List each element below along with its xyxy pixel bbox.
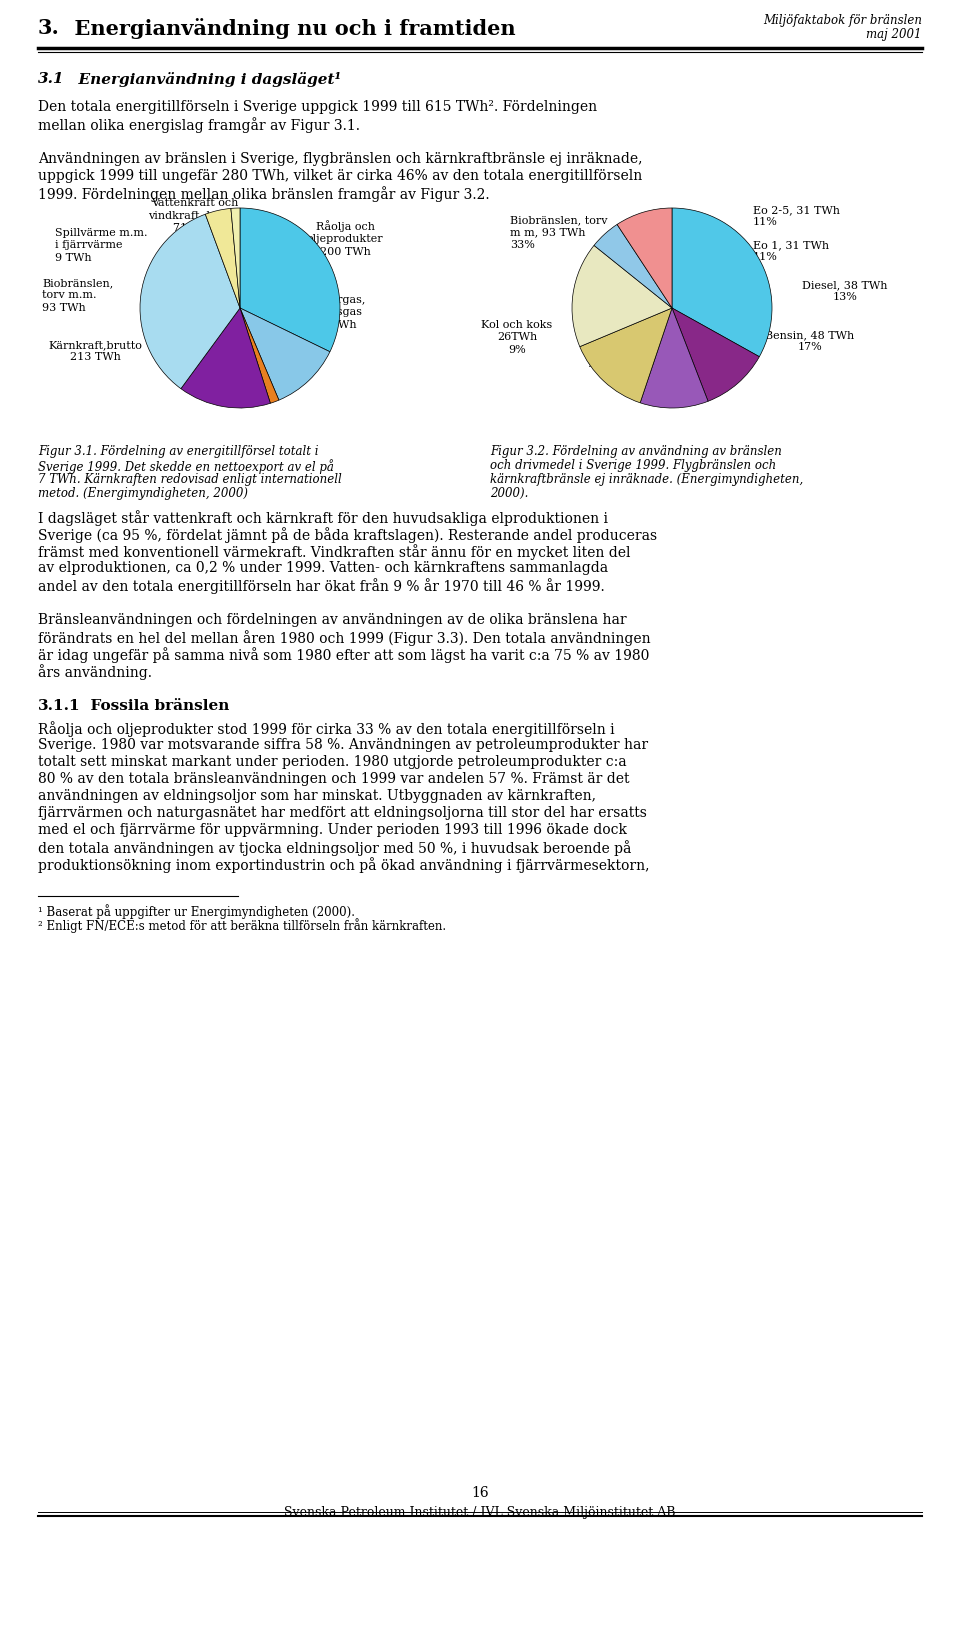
- Text: metod. (Energimyndigheten, 2000): metod. (Energimyndigheten, 2000): [38, 488, 248, 501]
- Text: Den totala energitillförseln i Sverige uppgick 1999 till 615 TWh². Fördelningen: Den totala energitillförseln i Sverige u…: [38, 101, 597, 114]
- Text: med el och fjärrvärme för uppvärmning. Under perioden 1993 till 1996 ökade dock: med el och fjärrvärme för uppvärmning. U…: [38, 823, 627, 837]
- Wedge shape: [180, 307, 271, 408]
- Text: kärnkraftbränsle ej inräknade. (Energimyndigheten,: kärnkraftbränsle ej inräknade. (Energimy…: [490, 473, 804, 486]
- Text: 3.1: 3.1: [38, 72, 64, 86]
- Text: uppgick 1999 till ungefär 280 TWh, vilket är cirka 46% av den totala energitillf: uppgick 1999 till ungefär 280 TWh, vilke…: [38, 169, 642, 184]
- Text: 2000).: 2000).: [490, 488, 528, 501]
- Text: års användning.: års användning.: [38, 663, 152, 680]
- Text: 1999. Fördelningen mellan olika bränslen framgår av Figur 3.2.: 1999. Fördelningen mellan olika bränslen…: [38, 185, 490, 202]
- Text: totalt sett minskat markant under perioden. 1980 utgjorde petroleumprodukter c:a: totalt sett minskat markant under period…: [38, 754, 627, 769]
- Wedge shape: [580, 307, 672, 403]
- Text: av elproduktionen, ca 0,2 % under 1999. Vatten- och kärnkraftens sammanlagda: av elproduktionen, ca 0,2 % under 1999. …: [38, 561, 608, 576]
- Text: Sverige. 1980 var motsvarande siffra 58 %. Användningen av petroleumprodukter ha: Sverige. 1980 var motsvarande siffra 58 …: [38, 738, 648, 751]
- Text: produktionsökning inom exportindustrin och på ökad användning i fjärrvärmesektor: produktionsökning inom exportindustrin o…: [38, 857, 650, 873]
- Text: Eo 2-5, 31 TWh
11%: Eo 2-5, 31 TWh 11%: [753, 205, 840, 228]
- Text: Naturgas,
stadsgas
9 TWh: Naturgas, stadsgas 9 TWh: [310, 294, 366, 330]
- Text: mellan olika energislag framgår av Figur 3.1.: mellan olika energislag framgår av Figur…: [38, 117, 360, 133]
- Text: fjärrvärmen och naturgasnätet har medfört att eldningsoljorna till stor del har : fjärrvärmen och naturgasnätet har medför…: [38, 806, 647, 820]
- Text: Biobränslen, torv
m m, 93 TWh
33%: Biobränslen, torv m m, 93 TWh 33%: [510, 215, 608, 250]
- Text: Råolja och
oljeprodukter
200 TWh: Råolja och oljeprodukter 200 TWh: [306, 220, 383, 257]
- Text: Kol och koks
26 TWh: Kol och koks 26 TWh: [236, 330, 307, 353]
- Text: förändrats en hel del mellan åren 1980 och 1999 (Figur 3.3). Den totala användni: förändrats en hel del mellan åren 1980 o…: [38, 629, 651, 646]
- Wedge shape: [140, 215, 240, 389]
- Text: Biobränslen,
torv m.m.
93 TWh: Biobränslen, torv m.m. 93 TWh: [42, 278, 113, 312]
- Text: Vattenkraft och
vindkraft, brutto
71 TWh: Vattenkraft och vindkraft, brutto 71 TWh: [148, 198, 242, 233]
- Wedge shape: [640, 307, 708, 408]
- Text: Kärnkraft,brutto
213 TWh: Kärnkraft,brutto 213 TWh: [48, 340, 142, 363]
- Text: och drivmedel i Sverige 1999. Flygbränslen och: och drivmedel i Sverige 1999. Flygbränsl…: [490, 459, 777, 472]
- Text: Energianvändning nu och i framtiden: Energianvändning nu och i framtiden: [60, 18, 516, 39]
- Text: 3.: 3.: [38, 18, 60, 37]
- Text: Naturgas och
gasol, 14 TWh
5%: Naturgas och gasol, 14 TWh 5%: [588, 345, 668, 380]
- Text: användningen av eldningsoljor som har minskat. Utbyggnaden av kärnkraften,: användningen av eldningsoljor som har mi…: [38, 789, 596, 803]
- Text: Figur 3.2. Fördelning av användning av bränslen: Figur 3.2. Fördelning av användning av b…: [490, 446, 781, 459]
- Text: den totala användningen av tjocka eldningsoljor med 50 %, i huvudsak beroende på: den totala användningen av tjocka eldnin…: [38, 841, 632, 855]
- Text: Eo 1, 31 TWh
11%: Eo 1, 31 TWh 11%: [753, 241, 829, 262]
- Text: Figur 3.1. Fördelning av energitillförsel totalt i: Figur 3.1. Fördelning av energitillförse…: [38, 446, 319, 459]
- Text: 80 % av den totala bränsleanvändningen och 1999 var andelen 57 %. Främst är det: 80 % av den totala bränsleanvändningen o…: [38, 772, 630, 785]
- Text: maj 2001: maj 2001: [867, 28, 922, 41]
- Text: 16: 16: [471, 1486, 489, 1501]
- Text: 7 TWh. Kärnkraften redovisad enligt internationell: 7 TWh. Kärnkraften redovisad enligt inte…: [38, 473, 342, 486]
- Text: Fossila bränslen: Fossila bränslen: [80, 699, 229, 712]
- Text: Energianvändning i dagsläget¹: Energianvändning i dagsläget¹: [68, 72, 341, 88]
- Text: är idag ungefär på samma nivå som 1980 efter att som lägst ha varit c:a 75 % av : är idag ungefär på samma nivå som 1980 e…: [38, 647, 649, 663]
- Text: främst med konventionell värmekraft. Vindkraften står ännu för en mycket liten d: främst med konventionell värmekraft. Vin…: [38, 545, 631, 559]
- Wedge shape: [240, 208, 340, 351]
- Text: andel av den totala energitillförseln har ökat från 9 % år 1970 till 46 % år 199: andel av den totala energitillförseln ha…: [38, 577, 605, 593]
- Text: Användningen av bränslen i Sverige, flygbränslen och kärnkraftbränsle ej inräkna: Användningen av bränslen i Sverige, flyg…: [38, 151, 642, 166]
- Wedge shape: [572, 246, 672, 346]
- Text: Kol och koks
26TWh
9%: Kol och koks 26TWh 9%: [481, 320, 553, 354]
- Text: Spillvärme m.m.
i fjärrvärme
9 TWh: Spillvärme m.m. i fjärrvärme 9 TWh: [55, 228, 148, 263]
- Wedge shape: [240, 307, 330, 400]
- Wedge shape: [240, 307, 279, 403]
- Text: Råolja och oljeprodukter stod 1999 för cirka 33 % av den totala energitillförsel: Råolja och oljeprodukter stod 1999 för c…: [38, 720, 614, 737]
- Wedge shape: [672, 208, 772, 356]
- Text: ¹ Baserat på uppgifter ur Energimyndigheten (2000).: ¹ Baserat på uppgifter ur Energimyndighe…: [38, 904, 355, 919]
- Wedge shape: [594, 224, 672, 307]
- Wedge shape: [617, 208, 672, 307]
- Text: ² Enligt FN/ECE:s metod för att beräkna tillförseln från kärnkraften.: ² Enligt FN/ECE:s metod för att beräkna …: [38, 919, 446, 933]
- Text: Bensin, 48 TWh
17%: Bensin, 48 TWh 17%: [765, 330, 854, 353]
- Wedge shape: [205, 208, 240, 307]
- Text: Sverige (ca 95 %, fördelat jämnt på de båda kraftslagen). Resterande andel produ: Sverige (ca 95 %, fördelat jämnt på de b…: [38, 527, 658, 543]
- Wedge shape: [672, 307, 759, 402]
- Text: Svenska Petroleum Institutet / IVL Svenska Miljöinstitutet AB: Svenska Petroleum Institutet / IVL Svens…: [284, 1506, 676, 1519]
- Text: I dagsläget står vattenkraft och kärnkraft för den huvudsakliga elproduktionen i: I dagsläget står vattenkraft och kärnkra…: [38, 511, 608, 525]
- Text: Miljöfaktabok för bränslen: Miljöfaktabok för bränslen: [763, 15, 922, 28]
- Text: Bränsleanvändningen och fördelningen av användningen av de olika bränslena har: Bränsleanvändningen och fördelningen av …: [38, 613, 627, 628]
- Text: Sverige 1999. Det skedde en nettoexport av el på: Sverige 1999. Det skedde en nettoexport …: [38, 459, 334, 473]
- Text: 3.1.1: 3.1.1: [38, 699, 81, 712]
- Text: Diesel, 38 TWh
13%: Diesel, 38 TWh 13%: [803, 280, 888, 302]
- Wedge shape: [231, 208, 240, 307]
